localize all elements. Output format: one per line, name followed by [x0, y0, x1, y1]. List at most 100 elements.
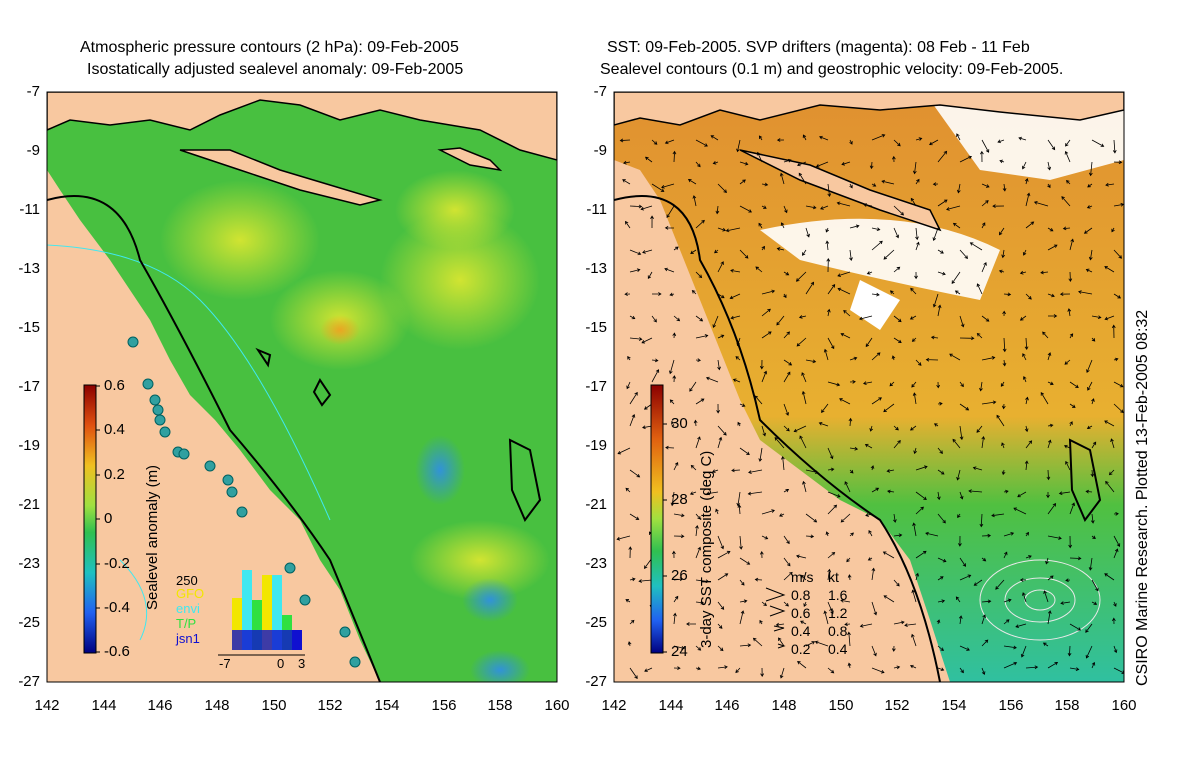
velocity-arrow [883, 403, 895, 413]
velocity-arrow [650, 215, 654, 229]
velocity-arrow [672, 332, 677, 339]
velocity-arrow [981, 261, 987, 273]
velocity-arrow [629, 667, 638, 680]
velocity-arrow [925, 357, 939, 362]
velocity-arrow [629, 513, 640, 520]
velocity-arrow [937, 513, 946, 524]
velocity-arrow [871, 292, 880, 297]
velocity-arrow [893, 315, 902, 323]
velocity-arrow [691, 290, 697, 295]
velocity-arrow [717, 293, 725, 299]
velocity-arrow [968, 489, 983, 493]
velocity-arrow [959, 315, 965, 328]
velocity-arrow [1021, 161, 1027, 170]
velocity-arrow [936, 619, 941, 625]
velocity-arrow [827, 283, 836, 295]
velocity-arrow [799, 435, 807, 449]
velocity-arrow [981, 139, 990, 153]
velocity-arrow [893, 227, 900, 239]
velocity-arrow [871, 352, 881, 361]
velocity-arrow [805, 359, 817, 364]
velocity-arrow [909, 315, 917, 320]
velocity-arrow [1020, 645, 1027, 658]
velocity-arrow [1105, 480, 1115, 493]
velocity-arrow [805, 205, 817, 210]
velocity-arrow [1087, 183, 1093, 188]
velocity-arrow [883, 249, 895, 260]
velocity-arrow [871, 240, 883, 251]
velocity-arrow [1113, 403, 1124, 414]
velocity-arrow [695, 358, 701, 363]
velocity-arrow [1047, 439, 1052, 449]
velocity-arrow [800, 620, 807, 625]
velocity-arrow [729, 293, 741, 300]
velocity-arrow [805, 641, 816, 647]
velocity-arrow [849, 183, 853, 189]
velocity-arrow [802, 134, 807, 141]
velocity-arrow [1110, 438, 1115, 449]
velocity-arrow [761, 370, 768, 383]
right-map [614, 92, 1124, 682]
velocity-arrow [847, 631, 851, 647]
velocity-arrow [979, 381, 983, 392]
left-title-line1: Atmospheric pressure contours (2 hPa): 0… [80, 39, 459, 56]
velocity-arrow [695, 219, 705, 229]
velocity-arrow [847, 662, 852, 669]
velocity-arrow [866, 271, 873, 275]
velocity-arrow [909, 425, 917, 431]
velocity-arrow [915, 241, 920, 251]
velocity-arrow [840, 598, 851, 603]
velocity-arrow [981, 435, 986, 449]
velocity-arrow [1069, 333, 1074, 339]
velocity-arrow [759, 359, 764, 370]
velocity-arrow [1113, 249, 1123, 259]
velocity-arrow [717, 535, 725, 550]
velocity-arrow [669, 399, 675, 405]
velocity-arrow [1091, 139, 1105, 147]
velocity-arrow [735, 356, 741, 361]
velocity-arrow [959, 425, 964, 441]
velocity-arrow [846, 557, 851, 563]
velocity-arrow [1105, 182, 1115, 187]
velocity-arrow [981, 183, 990, 188]
velocity-arrow [761, 509, 776, 515]
velocity-arrow [666, 205, 675, 218]
velocity-arrow [1113, 160, 1123, 165]
velocity-arrow [956, 133, 961, 141]
velocity-arrow [911, 381, 917, 388]
velocity-arrow [629, 249, 642, 256]
velocity-arrow [1088, 249, 1093, 261]
velocity-arrow [1025, 531, 1029, 537]
velocity-arrow [695, 139, 708, 147]
velocity-arrow [915, 227, 919, 241]
velocity-arrow [1060, 601, 1071, 605]
velocity-arrow [981, 533, 992, 538]
velocity-arrow [664, 267, 675, 273]
velocity-arrow [673, 534, 685, 539]
satellite-pass-histogram [218, 570, 305, 656]
velocity-arrow [1022, 353, 1027, 361]
velocity-arrow [910, 287, 917, 295]
velocity-arrow [992, 204, 1005, 209]
velocity-arrow [752, 637, 763, 647]
velocity-arrow [1019, 578, 1027, 582]
velocity-arrow [865, 337, 873, 348]
velocity-arrow [783, 205, 788, 214]
velocity-arrow [692, 195, 697, 207]
velocity-arrow [979, 513, 984, 528]
velocity-arrow [823, 610, 829, 625]
velocity-arrow [1112, 139, 1117, 154]
velocity-arrow [783, 488, 790, 493]
velocity-arrow [937, 199, 948, 207]
velocity-arrow [915, 178, 920, 185]
velocity-arrow [959, 557, 967, 567]
velocity-arrow [893, 266, 901, 273]
velocity-arrow [651, 139, 658, 145]
velocity-arrow [761, 601, 767, 606]
velocity-arrow [911, 337, 917, 342]
velocity-arrow [714, 249, 719, 254]
velocity-arrow [725, 227, 741, 233]
velocity-arrow [913, 447, 917, 455]
velocity-arrow [644, 156, 653, 163]
velocity-arrow [915, 506, 924, 515]
